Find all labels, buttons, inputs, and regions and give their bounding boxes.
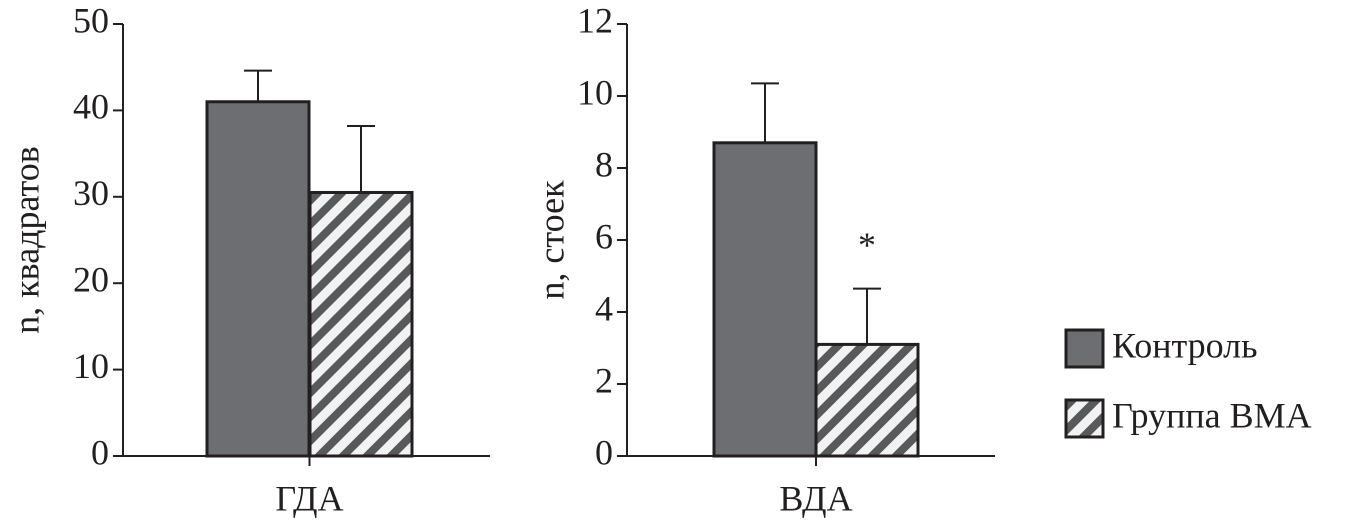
y-axis-label: n, стоек: [531, 180, 571, 300]
y-tick-label: 10: [73, 346, 109, 386]
legend-swatch: [1064, 328, 1105, 369]
y-tick-label: 40: [73, 87, 109, 127]
y-tick-label: 0: [91, 432, 109, 472]
bar: [205, 100, 311, 458]
y-tick-label: 6: [595, 216, 613, 256]
y-tick-label: 2: [595, 360, 613, 400]
y-tick-label: 0: [595, 432, 613, 472]
bar: [814, 342, 920, 458]
y-tick-label: 12: [577, 0, 613, 40]
y-tick-label: 4: [595, 288, 613, 328]
y-tick-label: 30: [73, 173, 109, 213]
bar: [712, 141, 818, 458]
y-tick-label: 50: [73, 0, 109, 40]
x-tick-label: ГДА: [275, 478, 343, 518]
legend-label: Контроль: [1112, 325, 1258, 365]
bar: [308, 190, 414, 458]
x-tick-label: ВДА: [779, 478, 852, 518]
legend-label: Группа ВМА: [1112, 395, 1312, 435]
y-tick-label: 20: [73, 259, 109, 299]
y-tick-label: 8: [595, 144, 613, 184]
legend-swatch: [1064, 398, 1105, 439]
annotation: *: [858, 225, 876, 265]
y-tick-label: 10: [577, 72, 613, 112]
y-axis-label: n, квадратов: [6, 146, 46, 334]
